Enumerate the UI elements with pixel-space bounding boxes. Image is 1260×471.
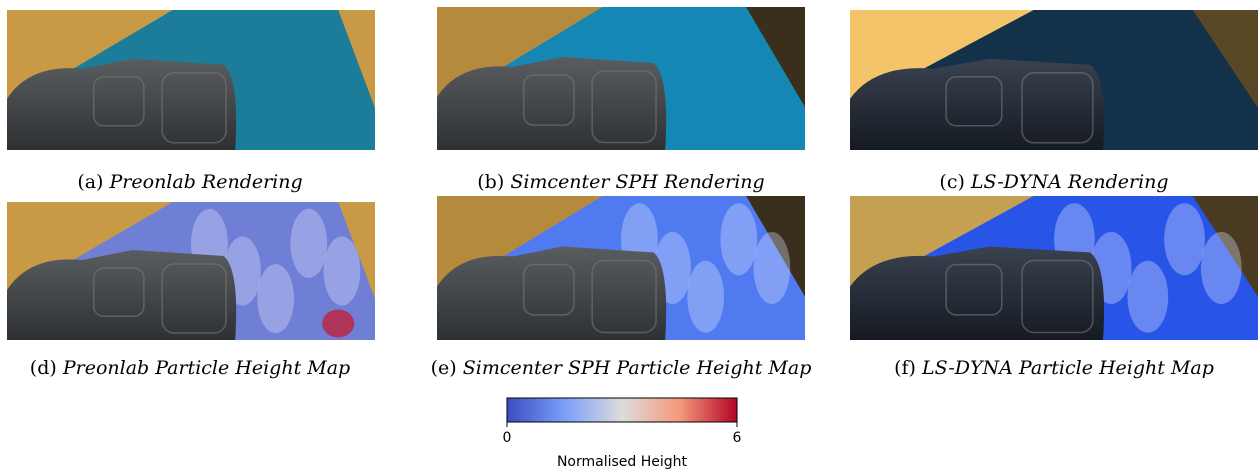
water-highlight bbox=[290, 209, 327, 278]
caption-label: (d) bbox=[30, 357, 57, 379]
caption-text: Simcenter SPH Rendering bbox=[510, 171, 764, 193]
water-highlight bbox=[1127, 261, 1168, 333]
caption: (d) Preonlab Particle Height Map bbox=[30, 357, 350, 379]
panel-image bbox=[437, 196, 805, 340]
caption: (e) Simcenter SPH Particle Height Map bbox=[431, 357, 812, 379]
caption-label: (b) bbox=[477, 171, 504, 193]
water-highlight bbox=[720, 203, 757, 275]
caption-label: (a) bbox=[77, 171, 103, 193]
caption-label: (c) bbox=[939, 171, 964, 193]
caption-text: Simcenter SPH Particle Height Map bbox=[463, 357, 812, 379]
panel-image bbox=[850, 10, 1258, 150]
panel-image bbox=[437, 7, 805, 150]
caption-label: (f) bbox=[894, 357, 916, 379]
caption-text: Preonlab Rendering bbox=[109, 171, 303, 193]
colorbar bbox=[507, 398, 737, 422]
colorbar-label: Normalised Height bbox=[557, 454, 688, 470]
colorbar-tick-label: 6 bbox=[733, 430, 742, 446]
figure: (a) Preonlab Rendering (b) Simcenter SPH … bbox=[0, 0, 1260, 471]
panel-image bbox=[850, 196, 1258, 340]
water-highlight bbox=[687, 261, 724, 333]
caption: (b) Simcenter SPH Rendering bbox=[477, 171, 764, 193]
panel-image bbox=[7, 10, 375, 150]
caption: (c) LS-DYNA Rendering bbox=[939, 171, 1168, 193]
caption-text: Preonlab Particle Height Map bbox=[62, 357, 350, 379]
water-peak bbox=[322, 309, 354, 337]
water-highlight bbox=[753, 232, 790, 304]
water-highlight bbox=[1201, 232, 1242, 304]
panel-image bbox=[7, 202, 375, 340]
caption-text: LS-DYNA Rendering bbox=[970, 171, 1169, 193]
water-highlight bbox=[257, 264, 294, 333]
caption-label: (e) bbox=[431, 357, 457, 379]
colorbar-tick-label: 0 bbox=[503, 430, 512, 446]
water-highlight bbox=[323, 237, 360, 306]
caption: (f) LS-DYNA Particle Height Map bbox=[894, 357, 1214, 379]
water-highlight bbox=[1164, 203, 1205, 275]
caption: (a) Preonlab Rendering bbox=[77, 171, 302, 193]
caption-text: LS-DYNA Particle Height Map bbox=[921, 357, 1214, 379]
